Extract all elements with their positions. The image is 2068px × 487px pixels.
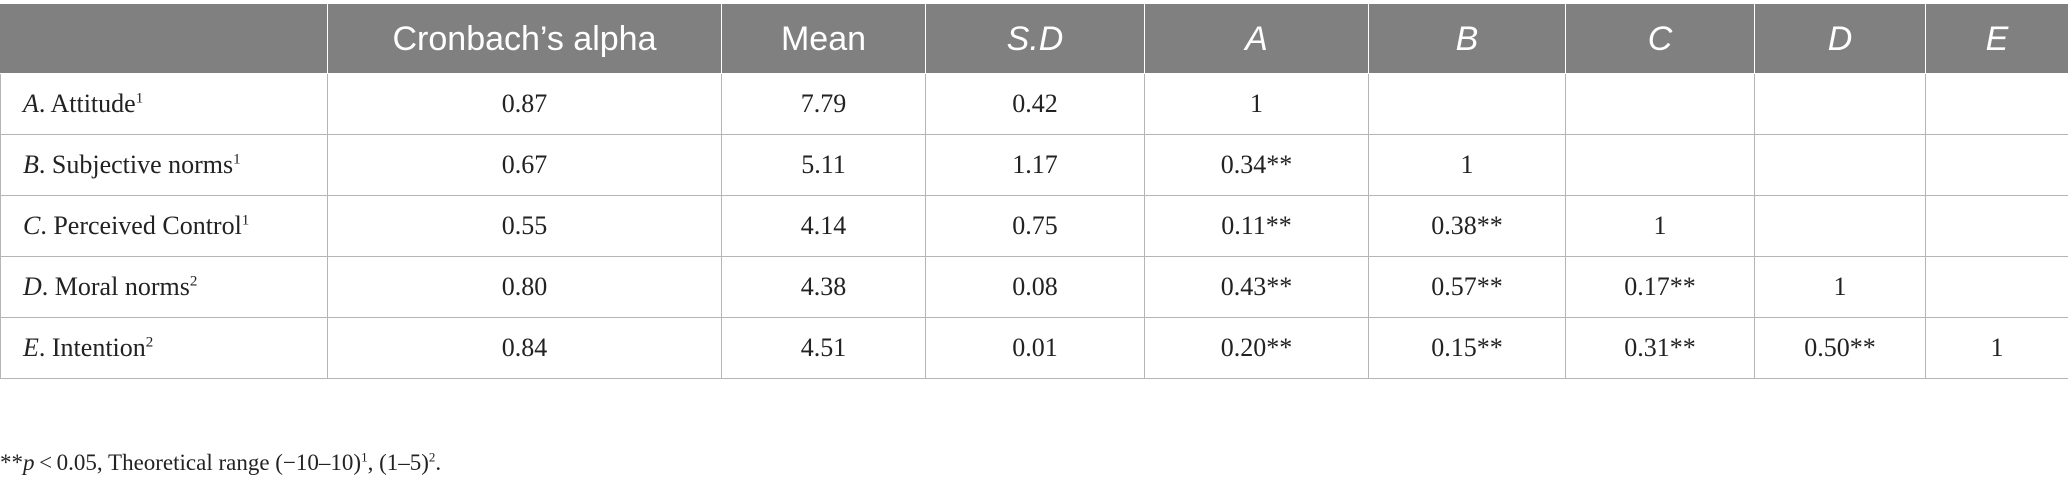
- cell-cronbach-alpha: 0.67: [327, 134, 722, 196]
- footnote-text-1: < 0.05, Theoretical range (−10–10): [34, 450, 362, 475]
- row-label-intention: E. Intention2: [0, 317, 328, 379]
- header-sd: S.D: [925, 4, 1145, 74]
- row-name: Moral norms: [54, 272, 190, 301]
- cell-sd: 0.42: [925, 73, 1145, 135]
- header-e: E: [1925, 4, 2068, 74]
- cell-e: [1925, 195, 2068, 257]
- row-name: Perceived Control: [53, 211, 242, 240]
- row-name: Subjective norms: [51, 150, 234, 179]
- correlation-table: Cronbach’s alpha Mean S.D A B C D E A. A…: [0, 4, 2068, 379]
- header-row: Cronbach’s alpha Mean S.D A B C D E: [0, 4, 2068, 74]
- footnote-stars: **: [0, 450, 23, 475]
- row-name: Intention: [51, 333, 146, 362]
- header-cronbach-alpha: Cronbach’s alpha: [327, 4, 722, 74]
- row-footnote-marker: 1: [135, 90, 144, 107]
- table-row: E. Intention2 0.84 4.51 0.01 0.20** 0.15…: [0, 317, 2068, 379]
- cell-cronbach-alpha: 0.87: [327, 73, 722, 135]
- cell-b: [1368, 73, 1566, 135]
- cell-c: 1: [1565, 195, 1755, 257]
- cell-b: 0.57**: [1368, 256, 1566, 318]
- cell-mean: 7.79: [721, 73, 926, 135]
- cell-c: [1565, 73, 1755, 135]
- row-footnote-marker: 1: [233, 151, 241, 168]
- cell-d: [1754, 134, 1926, 196]
- cell-e: [1925, 256, 2068, 318]
- row-label-subjective-norms: B. Subjective norms1: [0, 134, 328, 196]
- header-d: D: [1754, 4, 1926, 74]
- cell-mean: 5.11: [721, 134, 926, 196]
- cell-b: 0.38**: [1368, 195, 1566, 257]
- cell-c: 0.31**: [1565, 317, 1755, 379]
- footnote-p: p: [23, 450, 35, 475]
- cell-a: 0.20**: [1144, 317, 1369, 379]
- header-empty: [0, 4, 328, 74]
- cell-a: 1: [1144, 73, 1369, 135]
- row-letter: B: [23, 150, 39, 179]
- row-letter: E: [23, 333, 39, 362]
- row-letter: D: [23, 272, 42, 301]
- cell-mean: 4.14: [721, 195, 926, 257]
- cell-e: [1925, 73, 2068, 135]
- cell-mean: 4.51: [721, 317, 926, 379]
- cell-e: [1925, 134, 2068, 196]
- header-a: A: [1144, 4, 1369, 74]
- cell-c: [1565, 134, 1755, 196]
- cell-sd: 0.08: [925, 256, 1145, 318]
- cell-cronbach-alpha: 0.84: [327, 317, 722, 379]
- row-footnote-marker: 2: [145, 334, 154, 351]
- row-label-perceived-control: C. Perceived Control1: [0, 195, 328, 257]
- cell-b: 1: [1368, 134, 1566, 196]
- table-row: C. Perceived Control1 0.55 4.14 0.75 0.1…: [0, 195, 2068, 257]
- footnote-sup-2: 2: [428, 449, 436, 465]
- row-name: Attitude: [50, 89, 136, 118]
- cell-d: 0.50**: [1754, 317, 1926, 379]
- header-c: C: [1565, 4, 1755, 74]
- cell-b: 0.15**: [1368, 317, 1566, 379]
- header-mean: Mean: [721, 4, 926, 74]
- row-letter: A: [23, 89, 39, 118]
- cell-d: [1754, 73, 1926, 135]
- cell-a: 0.34**: [1144, 134, 1369, 196]
- cell-d: [1754, 195, 1926, 257]
- row-letter: C: [23, 211, 41, 240]
- row-label-attitude: A. Attitude1: [0, 73, 328, 135]
- footnote-text-2: , (1–5): [367, 450, 429, 475]
- cell-cronbach-alpha: 0.55: [327, 195, 722, 257]
- row-label-moral-norms: D. Moral norms2: [0, 256, 328, 318]
- cell-cronbach-alpha: 0.80: [327, 256, 722, 318]
- table-row: D. Moral norms2 0.80 4.38 0.08 0.43** 0.…: [0, 256, 2068, 318]
- table-row: A. Attitude1 0.87 7.79 0.42 1: [0, 73, 2068, 135]
- cell-sd: 0.75: [925, 195, 1145, 257]
- cell-a: 0.43**: [1144, 256, 1369, 318]
- cell-e: 1: [1925, 317, 2068, 379]
- header-b: B: [1368, 4, 1566, 74]
- row-footnote-marker: 2: [189, 273, 198, 290]
- row-footnote-marker: 1: [241, 212, 250, 229]
- cell-sd: 0.01: [925, 317, 1145, 379]
- footnote-sup-1: 1: [361, 449, 368, 465]
- cell-d: 1: [1754, 256, 1926, 318]
- cell-sd: 1.17: [925, 134, 1145, 196]
- cell-c: 0.17**: [1565, 256, 1755, 318]
- cell-mean: 4.38: [721, 256, 926, 318]
- footnote-text-3: .: [435, 450, 442, 475]
- table-footnote: **p < 0.05, Theoretical range (−10–10)1,…: [0, 450, 441, 476]
- table-row: B. Subjective norms1 0.67 5.11 1.17 0.34…: [0, 134, 2068, 196]
- cell-a: 0.11**: [1144, 195, 1369, 257]
